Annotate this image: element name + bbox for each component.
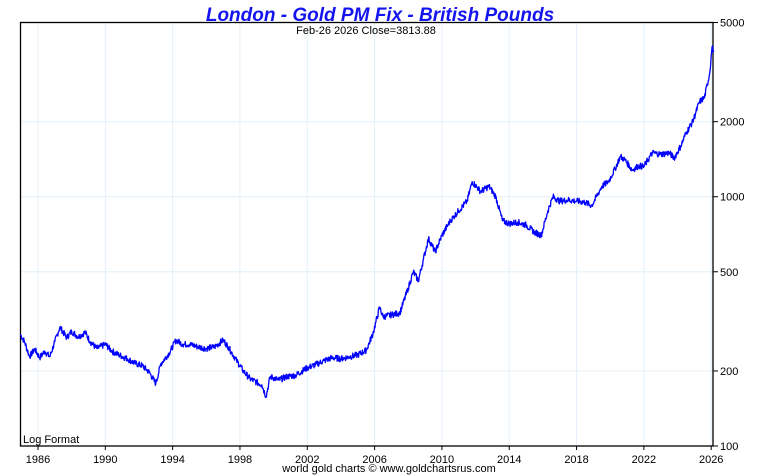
x-tick-label: 2010 bbox=[430, 454, 454, 466]
x-tick-label: 1986 bbox=[26, 454, 50, 466]
footer-credit: world gold charts © www.goldchartsrus.co… bbox=[281, 463, 496, 475]
y-tick-label: 2000 bbox=[720, 117, 744, 129]
x-tick-label: 2002 bbox=[295, 454, 319, 466]
gridlines bbox=[20, 22, 713, 446]
log-format-label: Log Format bbox=[23, 434, 79, 446]
y-tick-label: 100 bbox=[720, 441, 738, 453]
x-tick-label: 2014 bbox=[497, 454, 521, 466]
x-tick-label: 2006 bbox=[362, 454, 386, 466]
x-tick-label: 1998 bbox=[228, 454, 252, 466]
y-axis: 100 200 500 1000 2000 5000 bbox=[713, 18, 744, 453]
x-tick-label: 1990 bbox=[93, 454, 117, 466]
chart-subtitle: Feb-26 2026 Close=3813.88 bbox=[296, 25, 436, 37]
x-tick-label: 2022 bbox=[632, 454, 656, 466]
y-tick-label: 500 bbox=[720, 267, 738, 279]
y-tick-label: 200 bbox=[720, 366, 738, 378]
series-group bbox=[19, 45, 715, 399]
x-tick-label: 2018 bbox=[564, 454, 588, 466]
plot-frame bbox=[19, 21, 714, 447]
y-tick-label: 5000 bbox=[720, 18, 744, 30]
chart-title: London - Gold PM Fix - British Pounds bbox=[206, 5, 554, 26]
x-tick-label: 2026 bbox=[699, 454, 723, 466]
x-axis: 1986 1990 1994 1998 2002 2006 2010 2014 2018 2022… bbox=[26, 446, 723, 466]
y-tick-label: 1000 bbox=[720, 192, 744, 204]
series-line bbox=[19, 45, 715, 399]
x-tick-label: 1994 bbox=[160, 454, 184, 466]
